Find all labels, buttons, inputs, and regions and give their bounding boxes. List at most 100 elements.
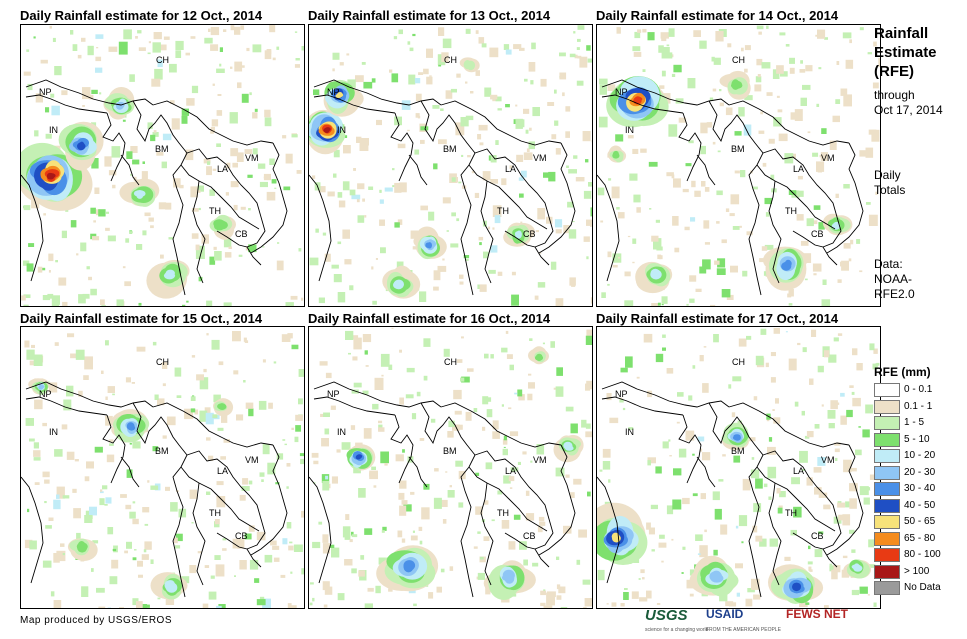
country-label-vm: VM [533, 153, 547, 163]
country-label-in: IN [337, 125, 346, 135]
rainfall-map-12-oct: CH NP IN BM LA VM TH CB [20, 24, 305, 307]
country-border [313, 94, 396, 114]
legend-swatch [874, 399, 900, 414]
country-border [102, 414, 126, 484]
legend-label: 65 - 80 [904, 532, 936, 544]
country-border [21, 174, 44, 282]
country-border [696, 154, 716, 186]
country-label-ch: CH [444, 55, 457, 65]
legend-item: 65 - 80 [874, 531, 964, 546]
country-label-in: IN [49, 427, 58, 437]
country-border [826, 142, 864, 254]
country-border [152, 100, 274, 146]
country-label-np: NP [39, 389, 52, 399]
country-border [309, 476, 332, 584]
legend-item: 20 - 30 [874, 465, 964, 480]
country-label-bm: BM [731, 446, 745, 456]
country-label-ch: CH [732, 55, 745, 65]
country-border [192, 180, 206, 284]
legend-label: No Data [904, 582, 941, 593]
map-svg [21, 25, 304, 306]
legend-label: 80 - 100 [904, 549, 941, 560]
legend-swatch [874, 548, 900, 562]
map-svg [597, 327, 880, 608]
data-source-line-3: RFE2.0 [874, 287, 915, 301]
country-border [440, 402, 562, 448]
country-label-in: IN [625, 125, 634, 135]
legend-swatch [874, 465, 900, 480]
country-border [601, 396, 684, 416]
sidebar-heading: Rainfall Estimate (RFE) [874, 24, 937, 81]
country-border [756, 466, 836, 532]
country-border [408, 154, 428, 186]
country-border [728, 100, 850, 146]
country-label-bm: BM [155, 144, 169, 154]
country-label-in: IN [337, 427, 346, 437]
country-label-la: LA [505, 466, 517, 476]
country-border [480, 482, 494, 586]
country-border [756, 164, 836, 230]
country-label-bm: BM [731, 144, 745, 154]
country-border [792, 230, 838, 266]
country-border [120, 154, 140, 186]
country-border [180, 164, 260, 230]
country-label-ch: CH [732, 357, 745, 367]
country-label-la: LA [217, 164, 229, 174]
legend-swatch [874, 531, 900, 546]
country-border [102, 112, 126, 182]
rainfall-map-16-oct: CH NP IN BM LA VM TH CB [308, 326, 593, 609]
country-label-th: TH [785, 508, 797, 518]
legend-swatch [874, 482, 900, 496]
country-border [826, 444, 864, 556]
country-label-vm: VM [821, 455, 835, 465]
legend-swatch [874, 515, 900, 529]
panel-title-2: Daily Rainfall estimate for 13 Oct., 201… [308, 8, 551, 23]
heading-line-2: Estimate [874, 44, 937, 61]
country-border [313, 381, 442, 408]
country-border [250, 142, 288, 254]
usaid-tagline: FROM THE AMERICAN PEOPLE [706, 627, 781, 633]
legend-swatch [874, 383, 900, 397]
country-label-th: TH [209, 508, 221, 518]
legend-swatch [874, 498, 900, 513]
legend-swatch [874, 432, 900, 447]
country-label-th: TH [497, 508, 509, 518]
rainfall-map-13-oct: CH NP IN BM LA VM TH CB [308, 24, 593, 307]
legend-label: 1 - 5 [904, 417, 925, 428]
country-border [132, 100, 188, 296]
country-border [120, 456, 140, 488]
usaid-logo: USAID [706, 607, 744, 621]
legend-item: 40 - 50 [874, 498, 964, 513]
country-border [132, 402, 188, 598]
country-border [597, 476, 620, 584]
panel-title-1: Daily Rainfall estimate for 12 Oct., 201… [20, 8, 263, 23]
map-credit: Map produced by USGS/EROS [20, 615, 173, 626]
totals-label: Daily Totals [874, 168, 905, 198]
country-border [180, 466, 260, 532]
legend-label: 5 - 10 [904, 433, 930, 445]
country-label-np: NP [615, 389, 628, 399]
legend-label: 10 - 20 [904, 450, 936, 461]
country-border [390, 112, 414, 182]
totals-line-1: Daily [874, 168, 901, 182]
heading-line-1: Rainfall [874, 25, 929, 42]
through-date: through Oct 17, 2014 [874, 88, 943, 118]
map-svg [21, 331, 304, 608]
country-label-in: IN [625, 427, 634, 437]
usgs-logo: USGS [645, 607, 688, 624]
country-label-np: NP [39, 87, 52, 97]
fews-net-logo: FEWS NET [786, 607, 848, 621]
legend-item: > 100 [874, 564, 964, 579]
country-label-bm: BM [443, 144, 457, 154]
country-border [728, 402, 850, 448]
through-value: Oct 17, 2014 [874, 103, 943, 117]
country-border [216, 532, 262, 568]
country-label-bm: BM [155, 446, 169, 456]
country-label-la: LA [505, 164, 517, 174]
legend-item: 5 - 10 [874, 432, 964, 447]
map-svg [309, 25, 592, 306]
panel-title-3: Daily Rainfall estimate for 14 Oct., 201… [596, 8, 839, 23]
country-label-la: LA [217, 466, 229, 476]
country-border [25, 94, 108, 114]
country-border [192, 482, 206, 586]
